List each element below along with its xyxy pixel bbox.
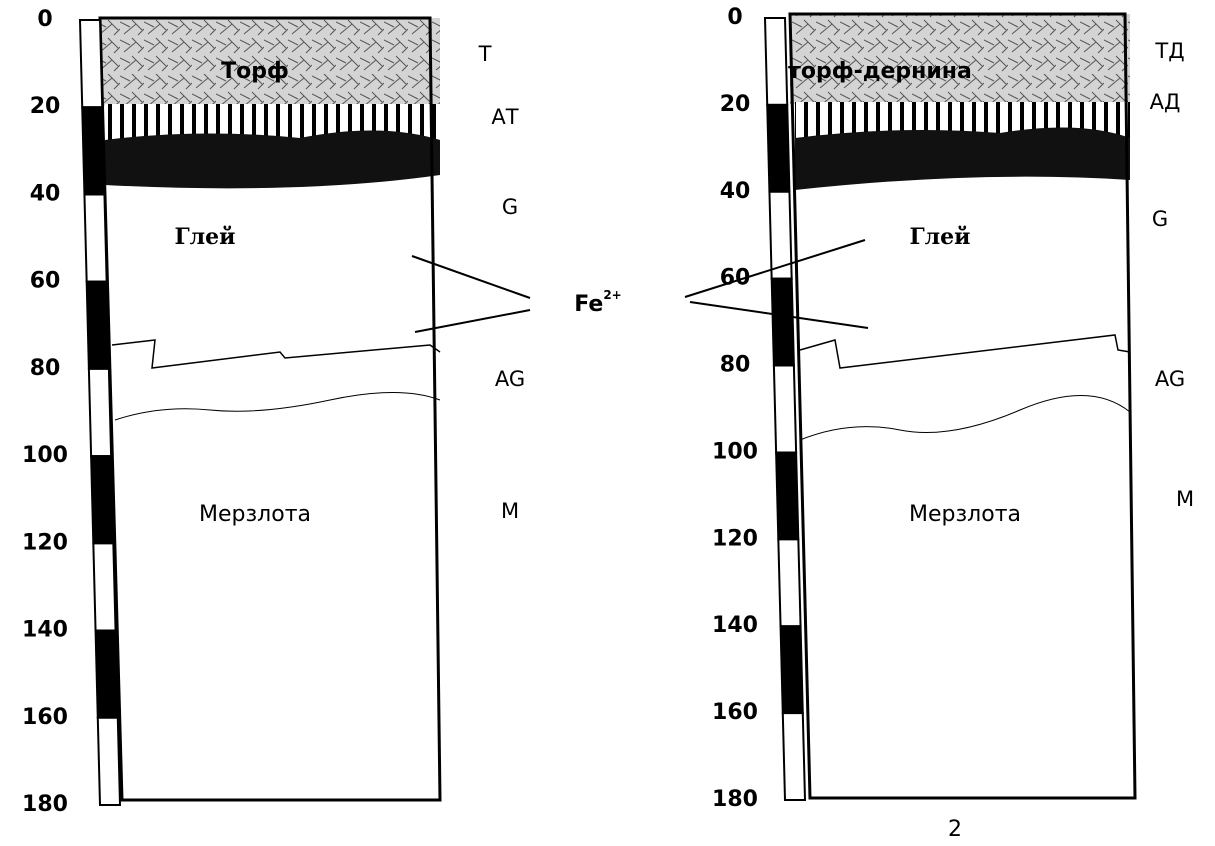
fe-superscript: 2+ bbox=[603, 288, 621, 302]
depth-label: 80 bbox=[720, 353, 751, 378]
profile-frame bbox=[788, 12, 1137, 800]
profile: 020406080100120140160180ТДАДGAGMторф-дер… bbox=[712, 5, 1194, 842]
scale-segment bbox=[763, 17, 789, 106]
scale-segment bbox=[87, 367, 113, 458]
scale-segment bbox=[85, 280, 110, 370]
depth-label: 40 bbox=[720, 179, 751, 204]
depth-label: 40 bbox=[30, 181, 61, 206]
fe-text: Fe bbox=[574, 292, 603, 317]
depth-label: 120 bbox=[712, 526, 758, 551]
profile: 0 20 40 60 80 100 120 140 160 180 Т АТ G AG M Торф Глей М… bbox=[22, 7, 525, 817]
scale-segment bbox=[96, 716, 122, 806]
depth-label: 60 bbox=[30, 269, 61, 294]
depth-label: 140 bbox=[712, 613, 758, 638]
peat-layer bbox=[790, 14, 1130, 104]
boundary bbox=[111, 339, 441, 369]
horizon-label: ТД bbox=[1154, 39, 1184, 63]
boundary bbox=[114, 392, 441, 421]
layer-label: Торф bbox=[221, 59, 289, 84]
horizon-label: M bbox=[1176, 487, 1194, 511]
horizon-label: M bbox=[501, 499, 519, 523]
depth-label: 20 bbox=[720, 92, 751, 117]
scale-segment bbox=[770, 277, 795, 367]
profile-frame bbox=[98, 16, 442, 802]
scale-segment bbox=[779, 625, 804, 715]
scale-segment bbox=[777, 538, 802, 628]
boundary bbox=[799, 334, 1131, 369]
layer-label: Глей bbox=[909, 224, 970, 250]
scale-segment bbox=[781, 712, 807, 801]
scale-segment bbox=[768, 190, 793, 280]
scale-segment bbox=[766, 103, 791, 193]
horizon-label: Т bbox=[478, 42, 492, 66]
depth-label: 120 bbox=[22, 530, 68, 555]
depth-label: 80 bbox=[30, 356, 61, 381]
depth-label: 100 bbox=[22, 443, 68, 468]
scale-segment bbox=[81, 106, 106, 196]
depth-label: 180 bbox=[22, 792, 68, 817]
depth-label: 20 bbox=[30, 94, 61, 119]
depth-label: 180 bbox=[712, 787, 758, 812]
layer-label: Глей bbox=[174, 224, 235, 250]
depth-label: 0 bbox=[727, 5, 742, 30]
layer-label: Мерзлота bbox=[909, 502, 1021, 527]
dark-layer bbox=[795, 127, 1130, 190]
depth-label: 160 bbox=[712, 700, 758, 725]
pointer bbox=[684, 239, 866, 298]
scale-segment bbox=[92, 542, 117, 632]
horizon-label: AG bbox=[495, 367, 525, 391]
pointer bbox=[414, 309, 531, 333]
layer-label: Мерзлота bbox=[199, 502, 311, 527]
depth-label: 160 bbox=[22, 705, 68, 730]
horizon-label: G bbox=[1152, 207, 1168, 231]
horizon-label: АТ bbox=[491, 105, 518, 129]
depth-label: 0 bbox=[37, 7, 52, 32]
fe-pointers bbox=[411, 239, 869, 333]
pointer bbox=[689, 301, 869, 329]
fe-label: Fe2+ bbox=[574, 288, 621, 318]
scale-segment bbox=[90, 455, 115, 545]
depth-label: 140 bbox=[22, 618, 68, 643]
horizon-label: AG bbox=[1155, 367, 1185, 391]
dark-layer bbox=[105, 130, 440, 189]
depth-label: 100 bbox=[712, 439, 758, 464]
caption: 2 bbox=[948, 817, 962, 842]
horizon-label: АД bbox=[1150, 90, 1181, 114]
scale-segment bbox=[78, 19, 104, 109]
pointer bbox=[411, 255, 531, 299]
layer-label: торф-дернина bbox=[788, 59, 972, 84]
horizon-label: G bbox=[502, 195, 518, 219]
peat-layer bbox=[100, 18, 440, 106]
boundary bbox=[799, 395, 1131, 441]
scale-segment bbox=[772, 364, 798, 454]
scale-segment bbox=[775, 451, 800, 541]
scale-segment bbox=[94, 629, 119, 719]
scale-segment bbox=[83, 193, 108, 283]
